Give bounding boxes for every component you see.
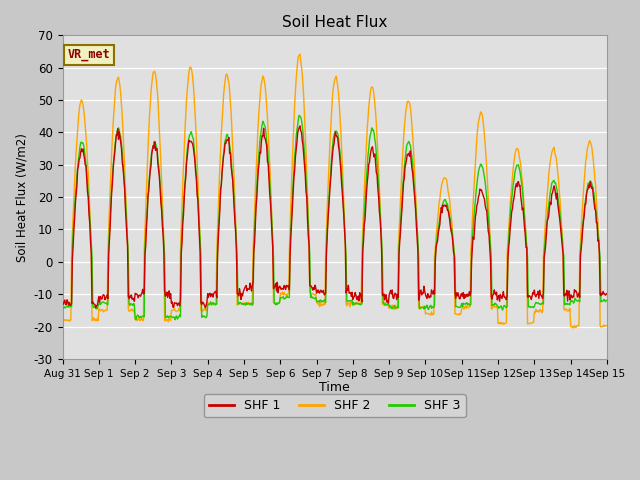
Legend: SHF 1, SHF 2, SHF 3: SHF 1, SHF 2, SHF 3 [204, 395, 465, 418]
X-axis label: Time: Time [319, 382, 350, 395]
Y-axis label: Soil Heat Flux (W/m2): Soil Heat Flux (W/m2) [15, 132, 28, 262]
Text: VR_met: VR_met [68, 48, 111, 61]
Title: Soil Heat Flux: Soil Heat Flux [282, 15, 387, 30]
